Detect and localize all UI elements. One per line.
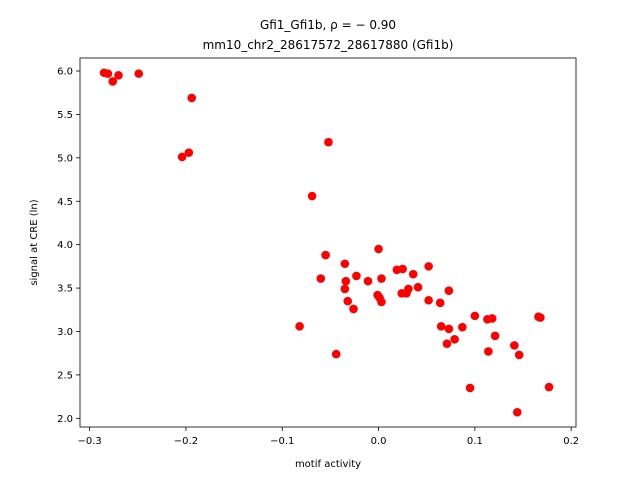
data-point — [177, 152, 187, 162]
x-tick-label: −0.3 — [77, 436, 101, 447]
y-tick-label: 3.0 — [57, 327, 73, 338]
data-point — [465, 383, 475, 393]
x-tick-label: 0.2 — [563, 436, 579, 447]
data-point — [408, 269, 418, 279]
data-point — [424, 262, 433, 271]
data-point — [404, 284, 413, 294]
data-point — [444, 324, 454, 334]
data-point — [184, 148, 194, 157]
data-point — [343, 296, 353, 306]
data-point — [108, 77, 118, 86]
x-tick-label: 0.0 — [371, 436, 387, 447]
y-tick-label: 2.0 — [57, 414, 73, 425]
data-point — [458, 322, 467, 332]
x-tick-label: −0.1 — [270, 436, 294, 447]
data-point — [307, 191, 317, 201]
data-point — [510, 341, 519, 350]
data-point — [324, 137, 333, 147]
data-point — [470, 311, 480, 321]
data-point — [295, 321, 304, 331]
data-point — [442, 339, 452, 348]
y-tick-label: 4.0 — [57, 240, 73, 251]
data-point — [352, 271, 361, 281]
data-point — [134, 69, 144, 78]
x-axis-ticks: −0.3 −0.2 −0.1 0.0 0.1 0.2 — [77, 427, 579, 447]
y-tick-label: 2.5 — [57, 370, 73, 381]
data-point — [316, 274, 326, 283]
data-point — [377, 297, 386, 307]
data-point — [103, 69, 113, 78]
data-point — [114, 71, 123, 80]
data-point — [363, 276, 373, 286]
data-point — [349, 304, 358, 314]
data-point — [450, 335, 459, 344]
data-point — [435, 298, 445, 308]
plot-frame — [79, 57, 577, 428]
y-tick-label: 4.5 — [57, 197, 73, 208]
data-point — [544, 382, 554, 392]
data-point — [444, 286, 454, 295]
data-point — [484, 347, 493, 356]
data-point — [187, 93, 197, 103]
y-axis-ticks: 2.0 2.5 3.0 3.5 4.0 4.5 5.0 5.5 6.0 — [57, 67, 80, 425]
data-point — [514, 350, 524, 360]
data-point — [487, 314, 497, 323]
data-point — [340, 259, 350, 269]
y-axis-label: signal at CRE (ln) — [29, 199, 40, 285]
data-point — [436, 321, 446, 331]
y-tick-label: 3.5 — [57, 284, 73, 295]
x-tick-label: −0.2 — [174, 436, 198, 447]
data-point — [340, 284, 350, 294]
y-tick-label: 5.5 — [57, 110, 73, 121]
x-axis-label: motif activity — [295, 459, 361, 470]
chart-title-line2: mm10_chr2_28617572_28617880 (Gfi1b) — [203, 38, 454, 52]
data-point — [374, 244, 383, 254]
chart-title-line1: Gfi1_Gfi1b, ρ = − 0.90 — [260, 18, 396, 32]
y-tick-label: 5.0 — [57, 153, 73, 164]
points-layer — [99, 68, 554, 417]
x-tick-label: 0.1 — [467, 436, 483, 447]
data-point — [398, 264, 407, 274]
data-point — [331, 349, 341, 359]
data-point — [341, 276, 351, 286]
data-point — [377, 274, 386, 283]
data-point — [321, 250, 330, 260]
data-point — [490, 331, 500, 341]
data-point — [512, 407, 522, 417]
data-point — [536, 313, 545, 322]
data-point — [424, 295, 433, 305]
data-point — [413, 282, 423, 292]
y-tick-label: 6.0 — [57, 67, 73, 78]
